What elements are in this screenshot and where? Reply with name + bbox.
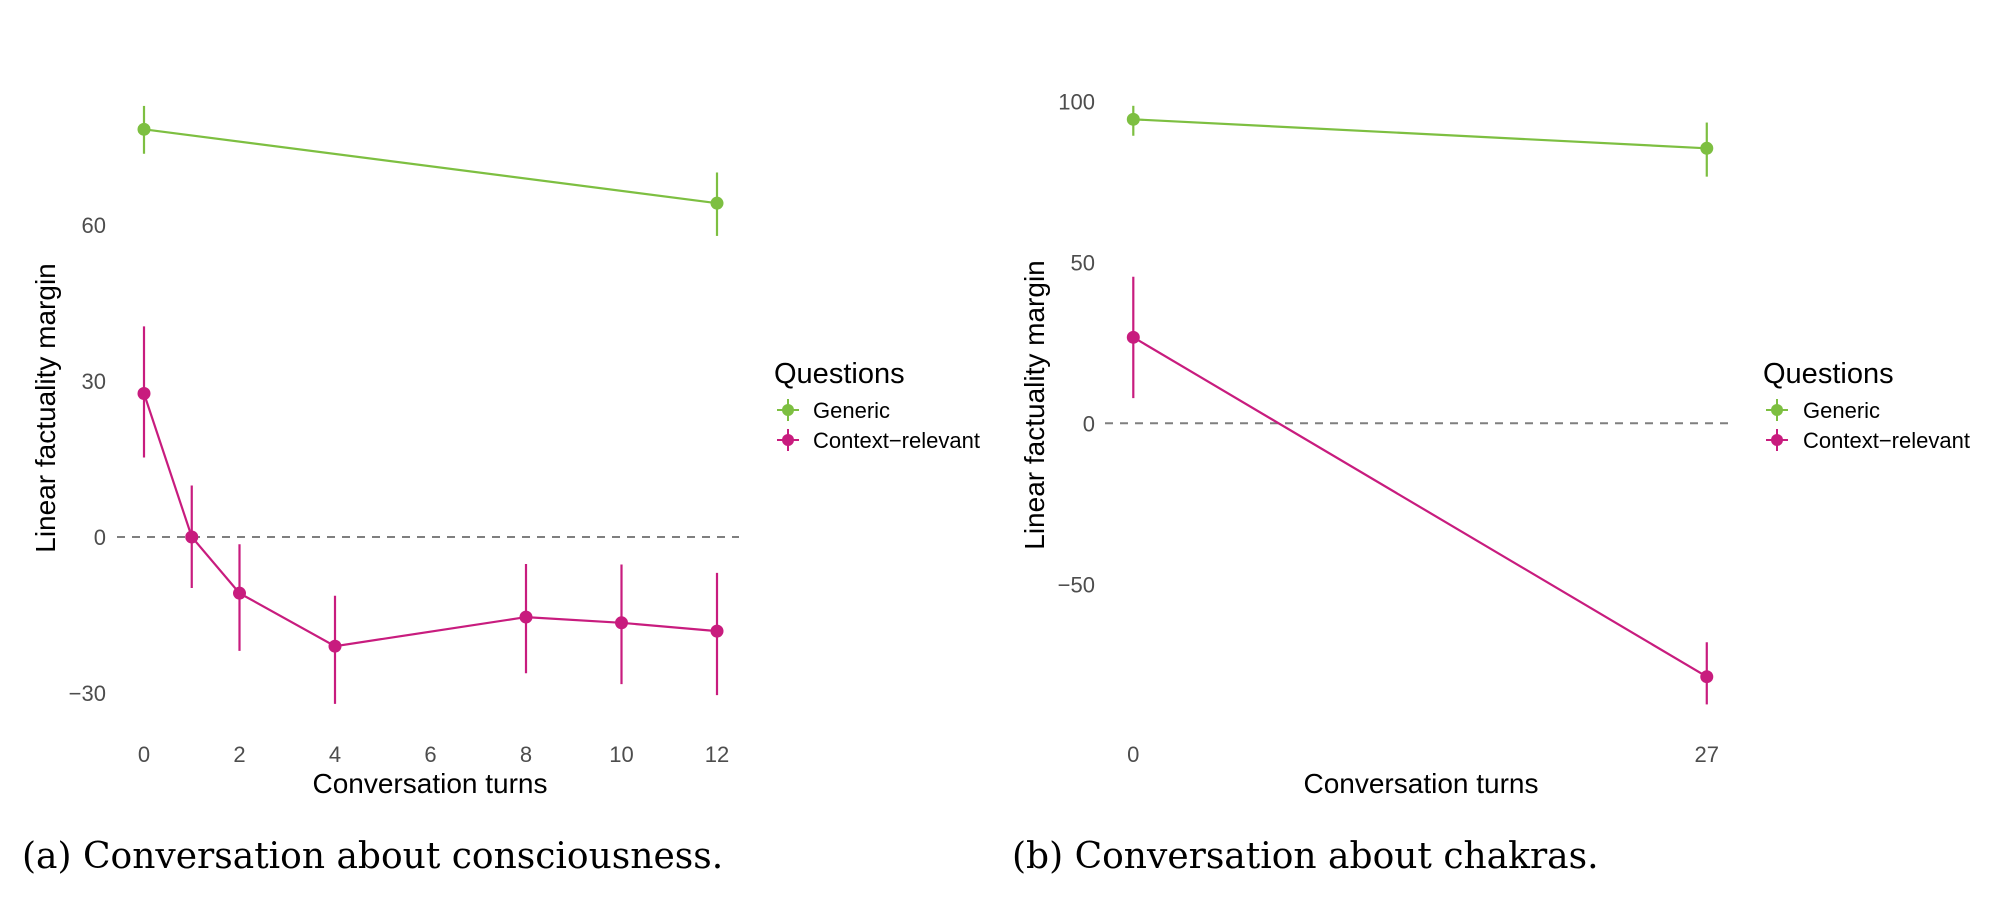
panel-a-point-context-relevant xyxy=(185,530,199,544)
panel-a-point-generic xyxy=(710,196,724,210)
panel-a-legend-label-context-relevant: Context−relevant xyxy=(813,428,980,453)
panel-b-point-context-relevant xyxy=(1126,330,1140,344)
panel-a-x-tick-label: 2 xyxy=(233,742,245,767)
panel-b-y-tick-label: −50 xyxy=(1058,572,1095,597)
panel-b-line-context-relevant xyxy=(1132,336,1708,678)
panel-a: −30 0 30 60 0 2 4 6 8 10 12 Linear factuality mar… xyxy=(22,105,980,877)
panel-b-point-generic xyxy=(1126,112,1140,126)
panel-b-marks xyxy=(1105,105,1730,705)
panel-b-y-tick-label: 100 xyxy=(1058,89,1095,114)
panel-a-x-tick-label: 0 xyxy=(138,742,150,767)
panel-a-legend-title: Questions xyxy=(774,358,905,390)
panel-b-y-ticks: −50 0 50 100 xyxy=(1058,89,1095,597)
panel-b: −50 0 50 100 0 27 Linear factuality margin C… xyxy=(1012,89,1970,877)
panel-b-point-context-relevant xyxy=(1700,670,1714,684)
panel-b-x-tick-label: 0 xyxy=(1127,742,1139,767)
panel-b-legend-label-generic: Generic xyxy=(1803,398,1880,423)
panel-a-x-tick-label: 12 xyxy=(705,742,729,767)
panel-a-caption: (a) Conversation about consciousness. xyxy=(22,836,723,877)
panel-b-y-tick-label: 0 xyxy=(1083,411,1095,436)
panel-a-y-tick-label: 30 xyxy=(82,369,106,394)
panel-a-point-context-relevant xyxy=(233,586,246,600)
panel-b-legend-title: Questions xyxy=(1763,358,1894,390)
legend-key-point xyxy=(1771,404,1783,416)
panel-a-legend: Questions Generic Context−relevant xyxy=(774,358,980,453)
panel-a-y-tick-label: 0 xyxy=(94,525,106,550)
panel-a-series-context-relevant xyxy=(137,326,724,704)
panel-b-legend-key-generic xyxy=(1766,399,1788,421)
panel-a-point-context-relevant xyxy=(137,386,151,400)
panel-a-x-tick-label: 6 xyxy=(424,742,436,767)
panel-a-point-context-relevant xyxy=(519,610,533,624)
panel-b-series-context-relevant xyxy=(1126,276,1714,705)
panel-a-legend-label-generic: Generic xyxy=(813,398,890,423)
panel-b-x-ticks: 0 27 xyxy=(1127,742,1719,767)
panel-a-line-generic xyxy=(143,128,718,205)
panel-a-x-tick-label: 10 xyxy=(609,742,633,767)
panel-a-marks xyxy=(117,105,739,704)
panel-a-legend-key-context-relevant xyxy=(777,429,799,451)
panel-a-line-context-relevant xyxy=(142,393,718,648)
panel-a-legend-key-generic xyxy=(777,399,799,421)
panel-b-legend-label-context-relevant: Context−relevant xyxy=(1803,428,1970,453)
panel-b-y-tick-label: 50 xyxy=(1071,250,1095,275)
panel-a-point-context-relevant xyxy=(328,639,342,653)
panel-b-line-generic xyxy=(1133,118,1707,150)
panel-a-series-generic xyxy=(137,105,724,236)
panel-a-x-tick-label: 4 xyxy=(329,742,341,767)
panel-b-legend: Questions Generic Context−relevant xyxy=(1763,358,1970,453)
panel-a-point-context-relevant xyxy=(615,616,628,630)
panel-b-legend-key-context-relevant xyxy=(1766,429,1788,451)
legend-key-point xyxy=(782,434,794,446)
panel-a-y-axis-title: Linear factuality margin xyxy=(30,263,61,552)
panel-a-y-tick-label: 60 xyxy=(82,213,106,238)
panel-a-x-tick-label: 8 xyxy=(520,742,532,767)
panel-a-x-ticks: 0 2 4 6 8 10 12 xyxy=(138,742,729,767)
panel-b-point-generic xyxy=(1700,141,1714,155)
legend-key-point xyxy=(1771,434,1783,446)
panel-a-y-tick-label: −30 xyxy=(69,681,106,706)
panel-b-series-generic xyxy=(1126,105,1714,177)
panel-b-x-tick-label: 27 xyxy=(1695,742,1719,767)
legend-key-point xyxy=(782,404,794,416)
panel-a-x-axis-title: Conversation turns xyxy=(312,768,547,799)
panel-b-x-axis-title: Conversation turns xyxy=(1303,768,1538,799)
panel-a-y-ticks: −30 0 30 60 xyxy=(69,213,106,706)
panel-b-y-axis-title: Linear factuality margin xyxy=(1019,260,1050,549)
panel-a-point-context-relevant xyxy=(710,624,724,638)
panel-b-caption: (b) Conversation about chakras. xyxy=(1012,836,1599,877)
panel-a-point-generic xyxy=(137,122,151,136)
